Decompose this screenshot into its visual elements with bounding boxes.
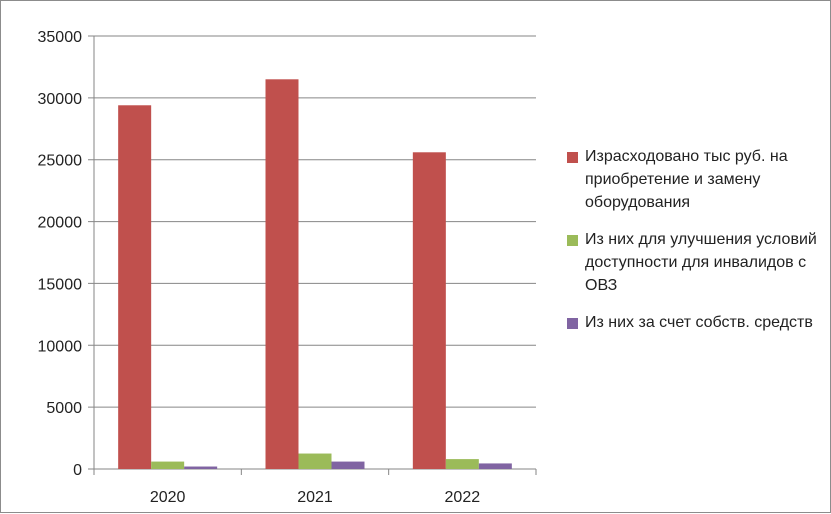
y-tick-label: 5000 [46, 400, 82, 417]
legend-item: Израсходовано тыс руб. на приобретение и… [567, 145, 827, 214]
bar-2022-series-3 [478, 463, 512, 469]
x-tick-label: 2022 [445, 489, 481, 506]
legend-item: Из них за счет собств. средств [567, 311, 827, 334]
x-tick-label: 2020 [150, 489, 186, 506]
bar-2021-series-2 [298, 453, 332, 469]
y-tick-label: 25000 [38, 153, 83, 170]
bar-2020-series-1 [118, 105, 152, 469]
x-tick-label: 2021 [297, 489, 333, 506]
legend-swatch [567, 318, 578, 329]
y-tick-label: 10000 [38, 338, 83, 355]
y-tick-label: 0 [73, 462, 82, 479]
bar-2021-series-3 [331, 461, 365, 469]
bar-2022-series-1 [412, 152, 446, 469]
bar-2022-series-2 [445, 459, 479, 469]
y-tick-label: 30000 [38, 91, 83, 108]
legend-label: Израсходовано тыс руб. на приобретение и… [585, 148, 788, 211]
legend: Израсходовано тыс руб. на приобретение и… [567, 145, 827, 348]
y-tick-label: 15000 [38, 276, 83, 293]
legend-item: Из них для улучшения условий доступности… [567, 228, 827, 297]
legend-swatch [567, 235, 578, 246]
bar-2020-series-2 [151, 461, 185, 469]
legend-label: Из них для улучшения условий доступности… [585, 231, 817, 294]
y-tick-label: 20000 [38, 215, 83, 232]
y-tick-label: 35000 [38, 29, 83, 46]
bar-2021-series-1 [265, 79, 299, 470]
legend-label: Из них за счет собств. средств [585, 314, 813, 331]
legend-swatch [567, 152, 578, 163]
bar-2020-series-3 [184, 466, 218, 469]
